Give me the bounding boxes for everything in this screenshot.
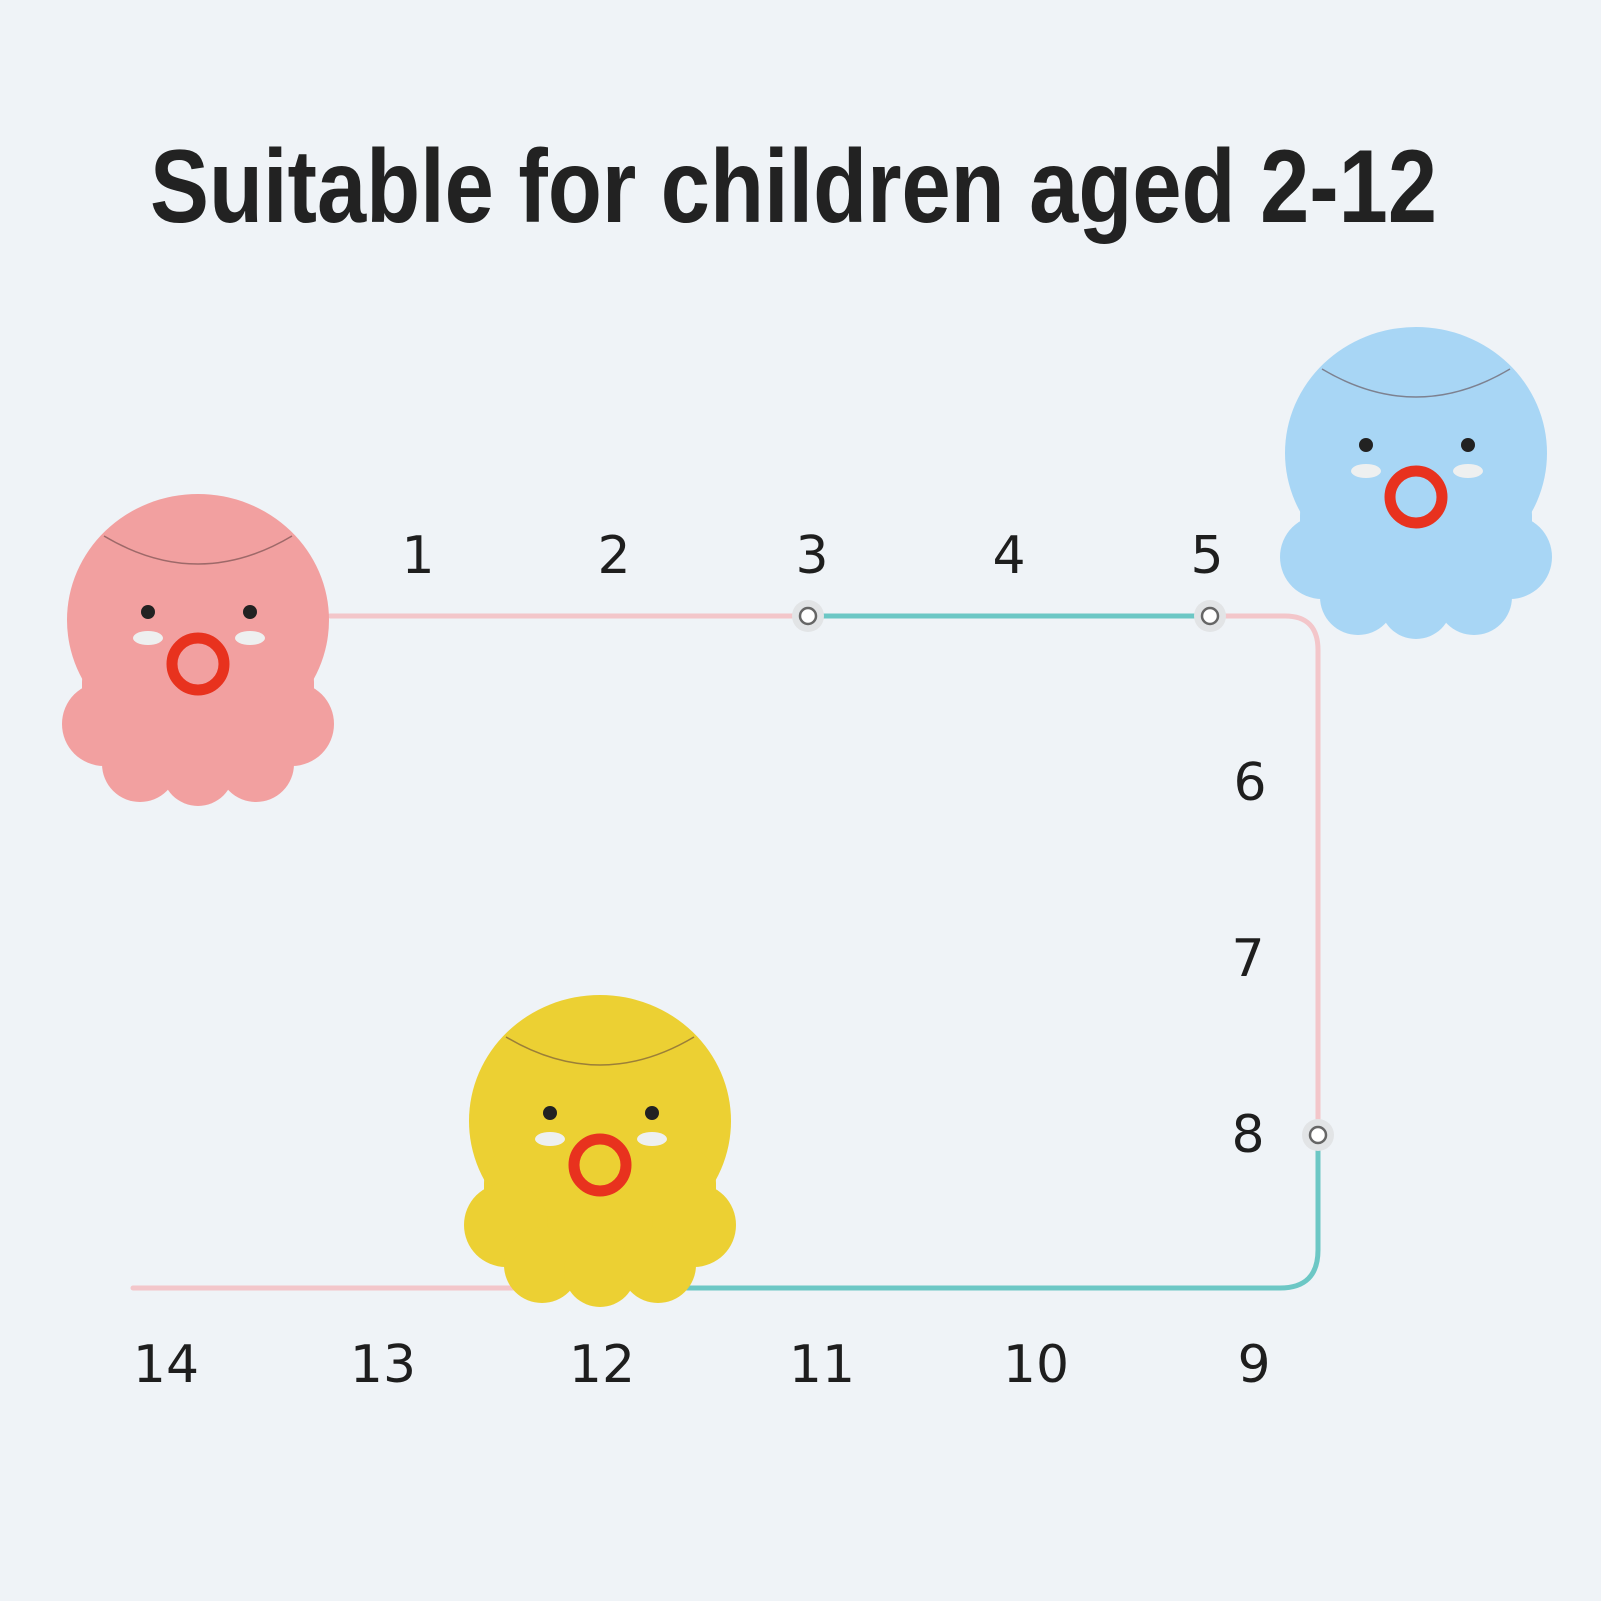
path-number: 14 [133,1335,199,1395]
path-number: 8 [1231,1105,1264,1165]
page-title: Suitable for children aged 2-12 [150,129,1437,245]
connector [1302,1119,1334,1151]
tube-path [130,613,1321,1291]
path-number: 12 [569,1335,635,1395]
tube-teal-segment [667,1132,1321,1291]
path-number: 10 [1003,1335,1069,1395]
path-number: 13 [350,1335,416,1395]
tube-pink-segment [1207,613,1321,1138]
path-number: 7 [1231,929,1264,989]
connector [792,600,824,632]
octopus-yellow [464,995,736,1307]
connector [1194,600,1226,632]
path-number: 5 [1190,526,1223,586]
path-number: 1 [401,526,434,586]
path-number: 4 [992,526,1025,586]
path-number: 3 [795,526,828,586]
path-number: 11 [789,1335,855,1395]
path-number: 2 [597,526,630,586]
path-number: 6 [1233,753,1266,813]
path-number: 9 [1237,1335,1270,1395]
octopus-pink [62,494,334,806]
octopus-blue [1280,327,1552,639]
